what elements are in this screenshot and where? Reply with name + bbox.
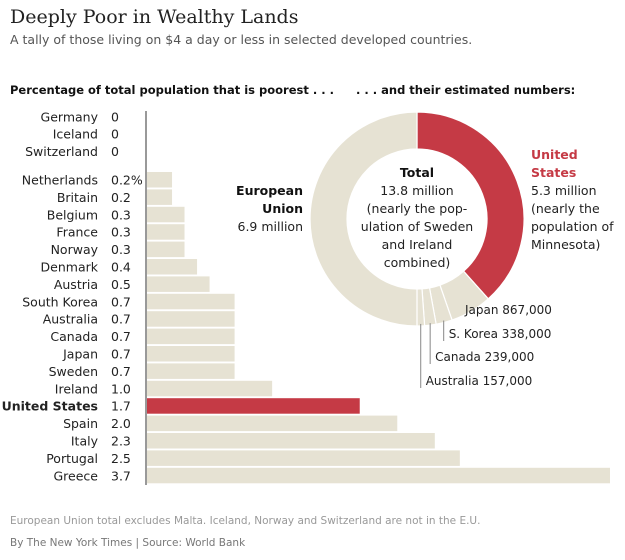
bar-ireland xyxy=(147,380,273,397)
bar-value-label: 1.0 xyxy=(111,381,131,396)
eu-label: European xyxy=(236,183,303,198)
bar-label: Belgium xyxy=(47,207,98,222)
donut-center-line: combined) xyxy=(384,255,451,270)
bar-value-label: 2.5 xyxy=(111,451,131,466)
bar-label: Sweden xyxy=(49,364,98,379)
bar-value-label: 0 xyxy=(111,110,119,125)
bar-value-label: 0.5 xyxy=(111,277,131,292)
bar-value-label: 0.3 xyxy=(111,225,131,240)
slice-label: Canada 239,000 xyxy=(435,350,534,364)
bar-netherlands xyxy=(147,172,173,188)
bar-value-label: 0 xyxy=(111,144,119,159)
donut-center-line: ulation of Sweden xyxy=(361,219,473,234)
bar-label: Canada xyxy=(50,329,98,344)
bar-japan xyxy=(147,346,235,362)
bar-label: France xyxy=(56,225,98,240)
bar-label: Portugal xyxy=(46,451,98,466)
us-note: 5.3 million xyxy=(531,183,597,198)
bar-norway xyxy=(147,241,185,258)
us-note: Minnesota) xyxy=(531,237,600,252)
bar-label: Germany xyxy=(41,110,99,125)
donut-center-heading: Total xyxy=(400,165,434,180)
donut-center-line: and Ireland xyxy=(382,237,453,252)
bar-label: United States xyxy=(2,399,98,414)
bar-australia xyxy=(147,311,235,327)
bar-value-label: 0.2% xyxy=(111,173,143,188)
bar-label: Italy xyxy=(71,434,99,449)
bar-label: Australia xyxy=(43,312,98,327)
bar-value-label: 0 xyxy=(111,127,119,142)
slice-label: S. Korea 338,000 xyxy=(449,327,552,341)
bar-value-label: 2.0 xyxy=(111,416,131,431)
bar-value-label: 2.3 xyxy=(111,434,131,449)
bar-italy xyxy=(147,433,435,449)
donut-center-line: (nearly the pop- xyxy=(367,201,468,216)
bar-portugal xyxy=(147,450,460,466)
chart-subtitle: A tally of those living on $4 a day or l… xyxy=(10,32,473,47)
chart-title: Deeply Poor in Wealthy Lands xyxy=(10,6,299,28)
donut-slice-united-states xyxy=(416,111,525,300)
bar-label: Ireland xyxy=(55,381,98,396)
bar-austria xyxy=(147,276,210,292)
bar-label: South Korea xyxy=(22,294,98,309)
footnote: European Union total excludes Malta. Ice… xyxy=(10,515,481,527)
us-label: United xyxy=(531,147,578,162)
bar-label: Norway xyxy=(51,242,99,257)
donut-center-line: 13.8 million xyxy=(380,183,453,198)
bar-value-label: 3.7 xyxy=(111,468,131,483)
bar-value-label: 0.7 xyxy=(111,347,131,362)
bar-spain xyxy=(147,415,398,432)
bar-sweden xyxy=(147,363,235,379)
bar-value-label: 0.7 xyxy=(111,364,131,379)
donut-chart-heading: . . . and their estimated numbers: xyxy=(356,83,576,97)
bar-south-korea xyxy=(147,293,235,310)
bar-belgium xyxy=(147,206,185,223)
donut-slice-european-union xyxy=(309,111,418,327)
us-note: (nearly the xyxy=(531,201,600,216)
bar-canada xyxy=(147,328,235,345)
us-label: States xyxy=(531,165,576,180)
bar-label: Netherlands xyxy=(22,173,98,188)
bar-label: Iceland xyxy=(53,127,98,142)
bar-value-label: 0.7 xyxy=(111,312,131,327)
eu-label: Union xyxy=(262,201,303,216)
bar-label: Greece xyxy=(54,468,99,483)
bar-greece xyxy=(147,467,610,484)
bar-value-label: 0.7 xyxy=(111,294,131,309)
bar-value-label: 1.7 xyxy=(111,399,131,414)
bar-united-states xyxy=(147,398,360,414)
bar-label: Spain xyxy=(63,416,98,431)
credit: By The New York Times | Source: World Ba… xyxy=(10,537,246,549)
bar-france xyxy=(147,224,185,240)
bar-value-label: 0.7 xyxy=(111,329,131,344)
bar-value-label: 0.2 xyxy=(111,190,131,205)
bar-value-label: 0.3 xyxy=(111,207,131,222)
bar-denmark xyxy=(147,259,198,275)
bar-value-label: 0.4 xyxy=(111,260,131,275)
bar-britain xyxy=(147,189,173,205)
slice-label: Australia 157,000 xyxy=(426,374,533,388)
bar-chart-heading: Percentage of total population that is p… xyxy=(10,83,334,97)
eu-value: 6.9 million xyxy=(238,219,304,234)
us-note: population of xyxy=(531,219,614,234)
slice-label: Japan 867,000 xyxy=(464,303,552,317)
bar-label: Britain xyxy=(57,190,98,205)
bar-value-label: 0.3 xyxy=(111,242,131,257)
bar-label: Japan xyxy=(62,347,98,362)
bar-label: Denmark xyxy=(41,260,99,275)
bar-label: Switzerland xyxy=(25,144,98,159)
bar-label: Austria xyxy=(54,277,98,292)
